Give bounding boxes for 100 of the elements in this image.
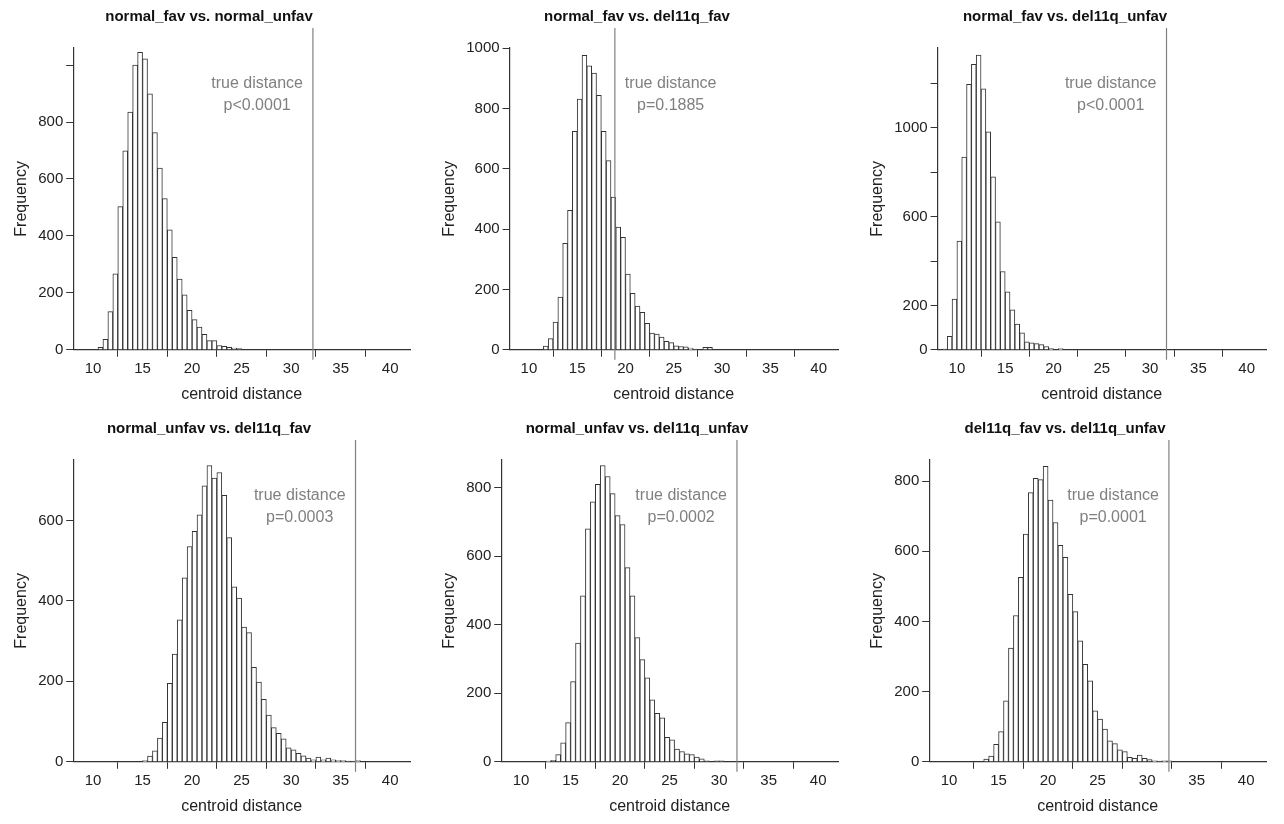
x-tick-label: 35: [1188, 770, 1206, 788]
y-tick-label: 800: [474, 98, 500, 116]
chart-title: normal_fav vs. del11q_fav: [544, 7, 731, 25]
y-tick-label: 600: [902, 206, 928, 224]
x-tick-label: 35: [332, 358, 350, 376]
y-tick-label: 200: [38, 671, 64, 689]
y-tick-label: 800: [894, 471, 920, 489]
x-tick-label: 25: [665, 358, 683, 376]
x-tick-label: 15: [134, 770, 151, 788]
y-tick-label: 200: [38, 283, 64, 300]
y-tick-label: 600: [38, 510, 64, 528]
annotation: p=0.0002: [647, 508, 715, 526]
x-tick-label: 10: [84, 358, 102, 376]
y-tick-label: 600: [474, 158, 500, 176]
y-tick-label: 800: [466, 477, 492, 495]
x-tick-label: 35: [1190, 358, 1207, 376]
x-tick-label: 10: [84, 770, 102, 788]
x-tick-label: 20: [617, 358, 634, 376]
x-axis-title: centroid distance: [1041, 384, 1163, 402]
chart-title: del11q_fav vs. del11q_unfav: [964, 419, 1167, 437]
chart-title: normal_fav vs. normal_unfav: [105, 7, 314, 25]
annotation: p<0.0001: [223, 96, 291, 114]
x-tick-label: 40: [1237, 770, 1255, 788]
chart-title: normal_fav vs. del11q_unfav: [962, 7, 1168, 25]
x-axis-title: centroid distance: [181, 384, 303, 402]
y-tick-label: 1000: [894, 118, 928, 136]
x-tick-label: 25: [661, 770, 678, 788]
ref-line-label: true distance: [253, 486, 346, 504]
y-tick-label: 200: [902, 295, 928, 313]
y-tick-label: 400: [474, 219, 500, 237]
x-tick-label: 30: [710, 770, 728, 788]
x-tick-label: 40: [1238, 358, 1256, 376]
chart-title: normal_unfav vs. del11q_unfav: [525, 419, 749, 437]
y-tick-label: 600: [38, 169, 64, 187]
x-tick-label: 30: [282, 358, 300, 376]
y-tick-label: 200: [474, 279, 500, 297]
ref-line-label: true distance: [635, 486, 728, 504]
y-axis-title: Frequency: [440, 573, 458, 649]
annotation: p<0.0001: [1077, 96, 1145, 114]
x-tick-label: 10: [948, 358, 966, 376]
y-tick-label: 400: [466, 614, 492, 632]
y-tick-label: 400: [38, 590, 64, 608]
x-tick-label: 20: [1039, 770, 1057, 788]
x-tick-label: 15: [568, 358, 586, 376]
x-tick-label: 20: [183, 770, 201, 788]
x-tick-label: 30: [1141, 358, 1159, 376]
x-tick-label: 35: [332, 770, 350, 788]
x-tick-label: 25: [233, 358, 250, 376]
y-tick-label: 0: [482, 751, 492, 769]
y-axis-title: Frequency: [868, 161, 886, 237]
x-axis-title: centroid distance: [181, 796, 303, 814]
x-tick-label: 30: [1138, 770, 1156, 788]
y-tick-label: 400: [38, 226, 64, 244]
x-tick-label: 40: [381, 358, 399, 376]
annotation: p=0.0003: [266, 508, 334, 526]
ref-line-label: true distance: [1067, 486, 1160, 504]
y-tick-label: 0: [54, 339, 64, 357]
x-tick-label: 10: [520, 358, 538, 376]
y-tick-label: 0: [919, 339, 928, 357]
y-tick-label: 200: [466, 683, 492, 701]
x-tick-label: 10: [512, 770, 530, 788]
x-tick-label: 40: [381, 770, 399, 788]
y-axis-title: Frequency: [12, 573, 30, 649]
x-tick-label: 30: [713, 358, 731, 376]
ref-line-label: true distance: [624, 74, 717, 92]
ref-line-label: true distance: [1064, 74, 1157, 92]
y-tick-label: 0: [910, 751, 920, 769]
ref-line-label: true distance: [211, 74, 304, 92]
x-tick-label: 30: [282, 770, 300, 788]
x-tick-label: 25: [233, 770, 250, 788]
chart-title: normal_unfav vs. del11q_fav: [106, 419, 312, 437]
annotation: p=0.0001: [1079, 508, 1147, 526]
x-axis-title: centroid distance: [1037, 796, 1159, 814]
x-axis-title: centroid distance: [613, 384, 735, 402]
annotation: p=0.1885: [637, 96, 705, 114]
x-tick-label: 25: [1093, 358, 1111, 376]
x-tick-label: 35: [760, 770, 778, 788]
y-tick-label: 400: [894, 611, 920, 629]
x-tick-label: 20: [611, 770, 629, 788]
y-tick-label: 1000: [466, 38, 500, 56]
x-tick-label: 10: [940, 770, 958, 788]
y-axis-title: Frequency: [440, 161, 458, 237]
y-tick-label: 800: [38, 112, 64, 130]
x-axis-title: centroid distance: [609, 796, 731, 814]
y-tick-label: 600: [466, 546, 492, 564]
x-tick-label: 20: [1045, 358, 1062, 376]
x-tick-label: 15: [134, 358, 151, 376]
x-tick-label: 15: [996, 358, 1014, 376]
x-tick-label: 35: [762, 358, 779, 376]
x-tick-label: 15: [562, 770, 579, 788]
x-tick-label: 40: [810, 358, 828, 376]
x-tick-label: 15: [990, 770, 1007, 788]
y-axis-title: Frequency: [868, 573, 886, 649]
x-tick-label: 20: [183, 358, 201, 376]
x-tick-label: 25: [1089, 770, 1106, 788]
y-tick-label: 600: [894, 541, 920, 559]
y-axis-title: Frequency: [12, 161, 30, 237]
y-tick-label: 0: [54, 751, 64, 769]
x-tick-label: 40: [809, 770, 827, 788]
y-tick-label: 200: [894, 681, 920, 699]
